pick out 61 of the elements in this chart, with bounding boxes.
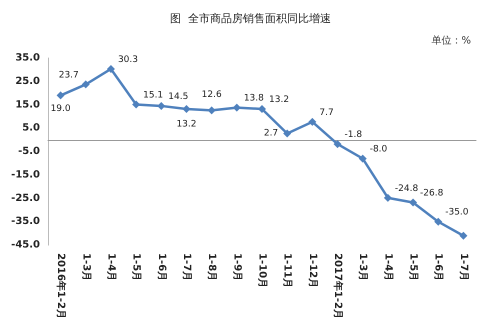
data-label: -1.8: [344, 130, 362, 140]
point: [434, 218, 442, 226]
data-label: 15.1: [143, 90, 164, 101]
point: [384, 194, 392, 202]
point: [459, 232, 468, 240]
y-tick-label: -45.0: [11, 240, 40, 251]
x-tick-label: 1-6月: [156, 253, 167, 282]
data-label: 12.6: [202, 90, 222, 100]
x-tick-label: 1-4月: [382, 253, 394, 282]
data-label: 13.2: [269, 94, 290, 105]
x-tick-label: 1-5月: [130, 253, 142, 282]
data-label: -24.8: [394, 184, 418, 194]
y-tick-label: -15.0: [11, 169, 40, 180]
y-tick-label: 35.0: [15, 52, 40, 64]
point: [409, 198, 418, 207]
point: [182, 104, 190, 113]
point: [157, 102, 166, 110]
x-tick-label: 1-7月: [180, 253, 192, 282]
data-label: 30.3: [118, 54, 138, 65]
x-tick-label: 1-5月: [408, 253, 419, 282]
point: [232, 104, 241, 112]
point: [308, 118, 316, 126]
point: [82, 80, 90, 88]
x-tick-label: 2016年1-2月: [55, 253, 68, 320]
y-tick-label: -25.0: [11, 192, 40, 204]
x-tick-label: 1-4月: [105, 253, 116, 282]
y-tick-label: 15.0: [15, 99, 40, 110]
x-tick-label: 1-9月: [231, 253, 242, 282]
x-tick-label: 1-10月: [256, 253, 268, 288]
data-label: -26.8: [420, 188, 444, 199]
point: [258, 104, 266, 113]
data-label: -8.0: [370, 144, 388, 155]
y-tick-label: 25.0: [15, 76, 40, 87]
text: 单位：%: [432, 34, 472, 46]
x-tick-label: 1-12月: [306, 253, 318, 288]
x-tick-label: 2017年1-2月: [332, 253, 344, 320]
x-tick-label: 1-11月: [282, 253, 293, 288]
x-tick-label: 1-3月: [357, 253, 368, 282]
data-label: -35.0: [445, 208, 469, 218]
x-tick-label: 1-7月: [458, 253, 469, 282]
point: [132, 100, 140, 109]
data-label: 13.8: [244, 94, 264, 104]
y-tick-label: -5.0: [18, 146, 40, 158]
x-tick-label: 1-3月: [80, 253, 92, 282]
y-tick-label: -35.0: [11, 216, 40, 228]
x-tick-label: 1-6月: [432, 253, 444, 282]
data-label: 7.7: [319, 108, 334, 118]
point: [283, 130, 292, 138]
point: [334, 140, 342, 148]
data-label: 2.7: [264, 128, 278, 139]
x-tick-label: 1-8月: [206, 253, 218, 282]
point: [208, 106, 216, 114]
point: [358, 154, 367, 163]
chart-title: 图 全市商品房销售面积同比增速: [170, 12, 331, 25]
data-label: 14.5: [168, 92, 188, 102]
point: [56, 91, 65, 100]
data-label: 13.2: [176, 119, 196, 130]
y-tick-label: 5.0: [22, 122, 40, 134]
data-label: 23.7: [58, 70, 79, 80]
data-label: 19.0: [50, 104, 71, 114]
point: [106, 64, 115, 73]
